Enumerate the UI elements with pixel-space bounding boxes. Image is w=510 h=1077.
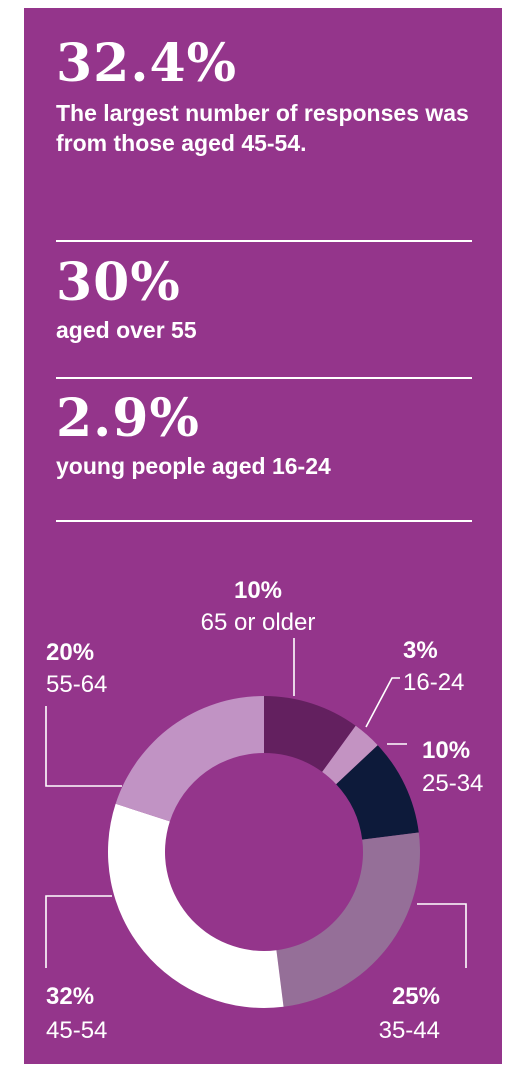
leader-lines [45,638,467,968]
donut-slice-35-44 [276,832,420,1007]
stat-emphasis: 45-54. [241,130,307,156]
donut-slice-25-34 [336,745,419,840]
stat-text: The largest number of responses was from… [56,100,469,156]
slice-category-label: 16-24 [403,669,464,696]
stat-description: young people aged 16-24 [56,451,476,481]
slice-percent-label: 32% [46,983,94,1010]
slice-category-label: 35-44 [379,1017,440,1044]
stat-value: 32.4% [56,33,238,94]
donut-slices [107,696,420,1009]
stat-text: young people aged [56,453,272,479]
slice-percent-label: 10% [234,577,282,604]
donut-slice-45-54 [107,803,284,1009]
divider [56,377,472,379]
donut-slice-16-24 [322,725,378,785]
leader-line [417,903,467,968]
stat-value: 2.9% [56,388,200,449]
stat-description: aged over 55 [56,315,476,345]
slice-category-label: 25-34 [422,770,483,797]
divider [56,520,472,522]
leader-line [365,677,400,728]
slice-category-label: 65 or older [201,609,316,636]
slice-category-label: 55-64 [46,671,107,698]
donut-slice-55-64 [115,696,264,822]
stat-text: aged over [56,317,172,343]
stat-emphasis: 55 [171,317,197,343]
leader-line [45,895,112,968]
stat-block-45-54: 32.4% The largest number of responses wa… [56,38,476,158]
slice-percent-label: 20% [46,639,94,666]
stat-emphasis: 16-24 [271,453,331,479]
slice-percent-label: 25% [392,983,440,1010]
stat-block-16-24: 2.9% young people aged 16-24 [56,393,476,481]
infographic-panel: 32.4% The largest number of responses wa… [24,8,502,1064]
slice-category-label: 45-54 [46,1017,107,1044]
leader-line [45,706,122,787]
slice-labels: 10% 65 or older 3% 16-24 10% 25-34 25% 35-44 32%… [46,577,483,1044]
slice-percent-label: 3% [403,637,438,664]
stat-block-over-55: 30% aged over 55 [56,257,476,345]
donut-slice-65-or-older [264,696,356,772]
stat-value: 30% [56,252,181,313]
divider [56,240,472,242]
stat-description: The largest number of responses was from… [56,98,476,158]
age-donut-chart: 10% 65 or older 3% 16-24 10% 25-34 25% 35-44 32%… [45,577,483,1044]
slice-percent-label: 10% [422,737,470,764]
